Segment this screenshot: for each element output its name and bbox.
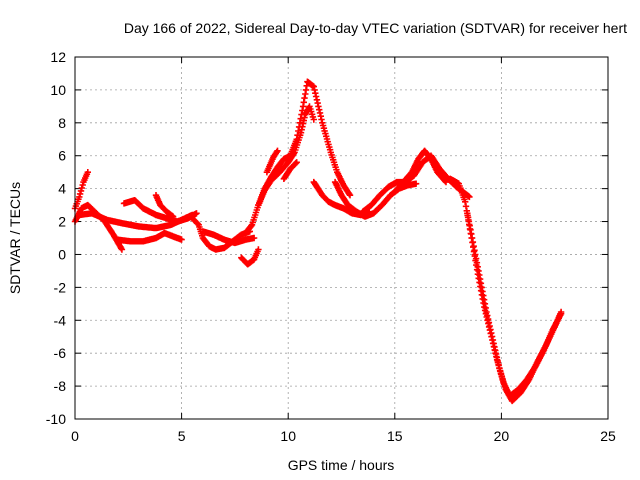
plus-markers bbox=[114, 229, 185, 245]
series-sat-11 bbox=[255, 78, 354, 209]
plot-frame bbox=[74, 56, 609, 420]
y-tick-label: -8 bbox=[54, 378, 67, 394]
y-tick-label: 10 bbox=[50, 82, 66, 98]
series-sat-12 bbox=[263, 147, 281, 176]
plus-markers bbox=[242, 103, 317, 237]
plus-markers bbox=[263, 147, 281, 176]
y-tick-label: -10 bbox=[46, 411, 66, 427]
y-tick-label: -2 bbox=[54, 279, 67, 295]
data-points bbox=[71, 78, 565, 405]
series-sat-8 bbox=[199, 228, 258, 247]
plus-markers bbox=[391, 147, 450, 196]
series-sat-13 bbox=[280, 159, 300, 182]
x-tick-label: 20 bbox=[494, 428, 510, 444]
plus-markers bbox=[280, 159, 300, 182]
x-tick-label: 10 bbox=[280, 428, 296, 444]
plus-markers bbox=[71, 201, 126, 253]
series-sat-19 bbox=[464, 210, 565, 405]
axes: -10 -8 -6 -4 -2 0 2 4 6 8 10 12 0 5 10 15 20 25 bbox=[46, 49, 616, 444]
y-tick-label: 2 bbox=[58, 214, 66, 230]
x-tick-label: 25 bbox=[600, 428, 616, 444]
x-tick-label: 15 bbox=[387, 428, 403, 444]
plus-markers bbox=[199, 228, 258, 247]
y-tick-label: 12 bbox=[50, 49, 66, 65]
x-tick-label: 5 bbox=[178, 428, 186, 444]
chart-title: Day 166 of 2022, Sidereal Day-to-day VTE… bbox=[124, 20, 627, 36]
series-sat-17 bbox=[391, 147, 450, 196]
y-tick-label: 0 bbox=[58, 246, 66, 262]
plus-markers bbox=[464, 210, 565, 405]
y-tick-label: 4 bbox=[58, 181, 66, 197]
plus-markers bbox=[238, 246, 262, 268]
y-tick-label: -4 bbox=[54, 312, 67, 328]
plus-markers bbox=[255, 78, 354, 209]
series-sat-9 bbox=[238, 246, 262, 268]
y-tick-label: 6 bbox=[58, 148, 66, 164]
series-sat-10 bbox=[242, 103, 317, 237]
series-sat-4 bbox=[120, 197, 200, 225]
y-axis-label: SDTVAR / TECUs bbox=[7, 182, 23, 294]
series-sat-5 bbox=[114, 229, 185, 245]
y-tick-label: -6 bbox=[54, 345, 67, 361]
plus-markers bbox=[120, 197, 200, 225]
series-sat-1 bbox=[71, 201, 126, 253]
x-tick-label: 0 bbox=[71, 428, 79, 444]
series-sat-6 bbox=[152, 192, 177, 220]
plus-markers bbox=[152, 192, 177, 220]
x-axis-label: GPS time / hours bbox=[288, 457, 395, 473]
y-tick-label: 8 bbox=[58, 115, 66, 131]
